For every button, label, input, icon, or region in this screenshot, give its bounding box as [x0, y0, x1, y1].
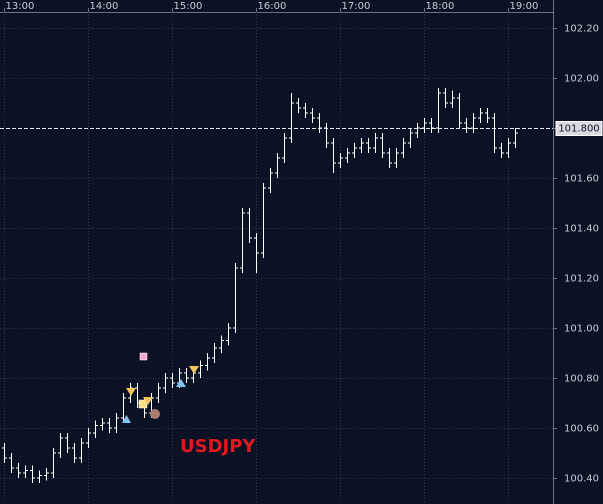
- marker: [150, 409, 160, 419]
- y-tick-label: 101.20: [564, 274, 599, 285]
- marker: [138, 399, 148, 409]
- x-tick-label: 13:00: [6, 1, 35, 12]
- x-tick-label: 15:00: [174, 1, 203, 12]
- marker: [143, 397, 153, 405]
- marker: [139, 352, 148, 361]
- y-tick-label: 101.40: [564, 224, 599, 235]
- marker: [126, 388, 136, 396]
- y-tick-label: 100.60: [564, 424, 599, 435]
- y-tick-label: 100.40: [564, 474, 599, 485]
- marker: [176, 379, 186, 387]
- marker: [122, 415, 131, 423]
- y-tick-label: 102.00: [564, 74, 599, 85]
- symbol-label: USDJPY: [180, 436, 256, 457]
- x-tick-label: 18:00: [426, 1, 455, 12]
- trade-markers: [122, 352, 199, 423]
- last-price-box: [555, 121, 603, 136]
- x-tick-label: 14:00: [90, 1, 119, 12]
- x-tick-label: 17:00: [342, 1, 371, 12]
- y-tick-label: 102.20: [564, 24, 599, 35]
- marker: [189, 366, 199, 374]
- y-tick-label: 101.00: [564, 324, 599, 335]
- y-tick-label: 100.80: [564, 374, 599, 385]
- y-tick-label: 101.60: [564, 174, 599, 185]
- x-tick-label: 19:00: [510, 1, 539, 12]
- x-tick-label: 16:00: [258, 1, 287, 12]
- last-price-label: 101.800: [558, 124, 599, 135]
